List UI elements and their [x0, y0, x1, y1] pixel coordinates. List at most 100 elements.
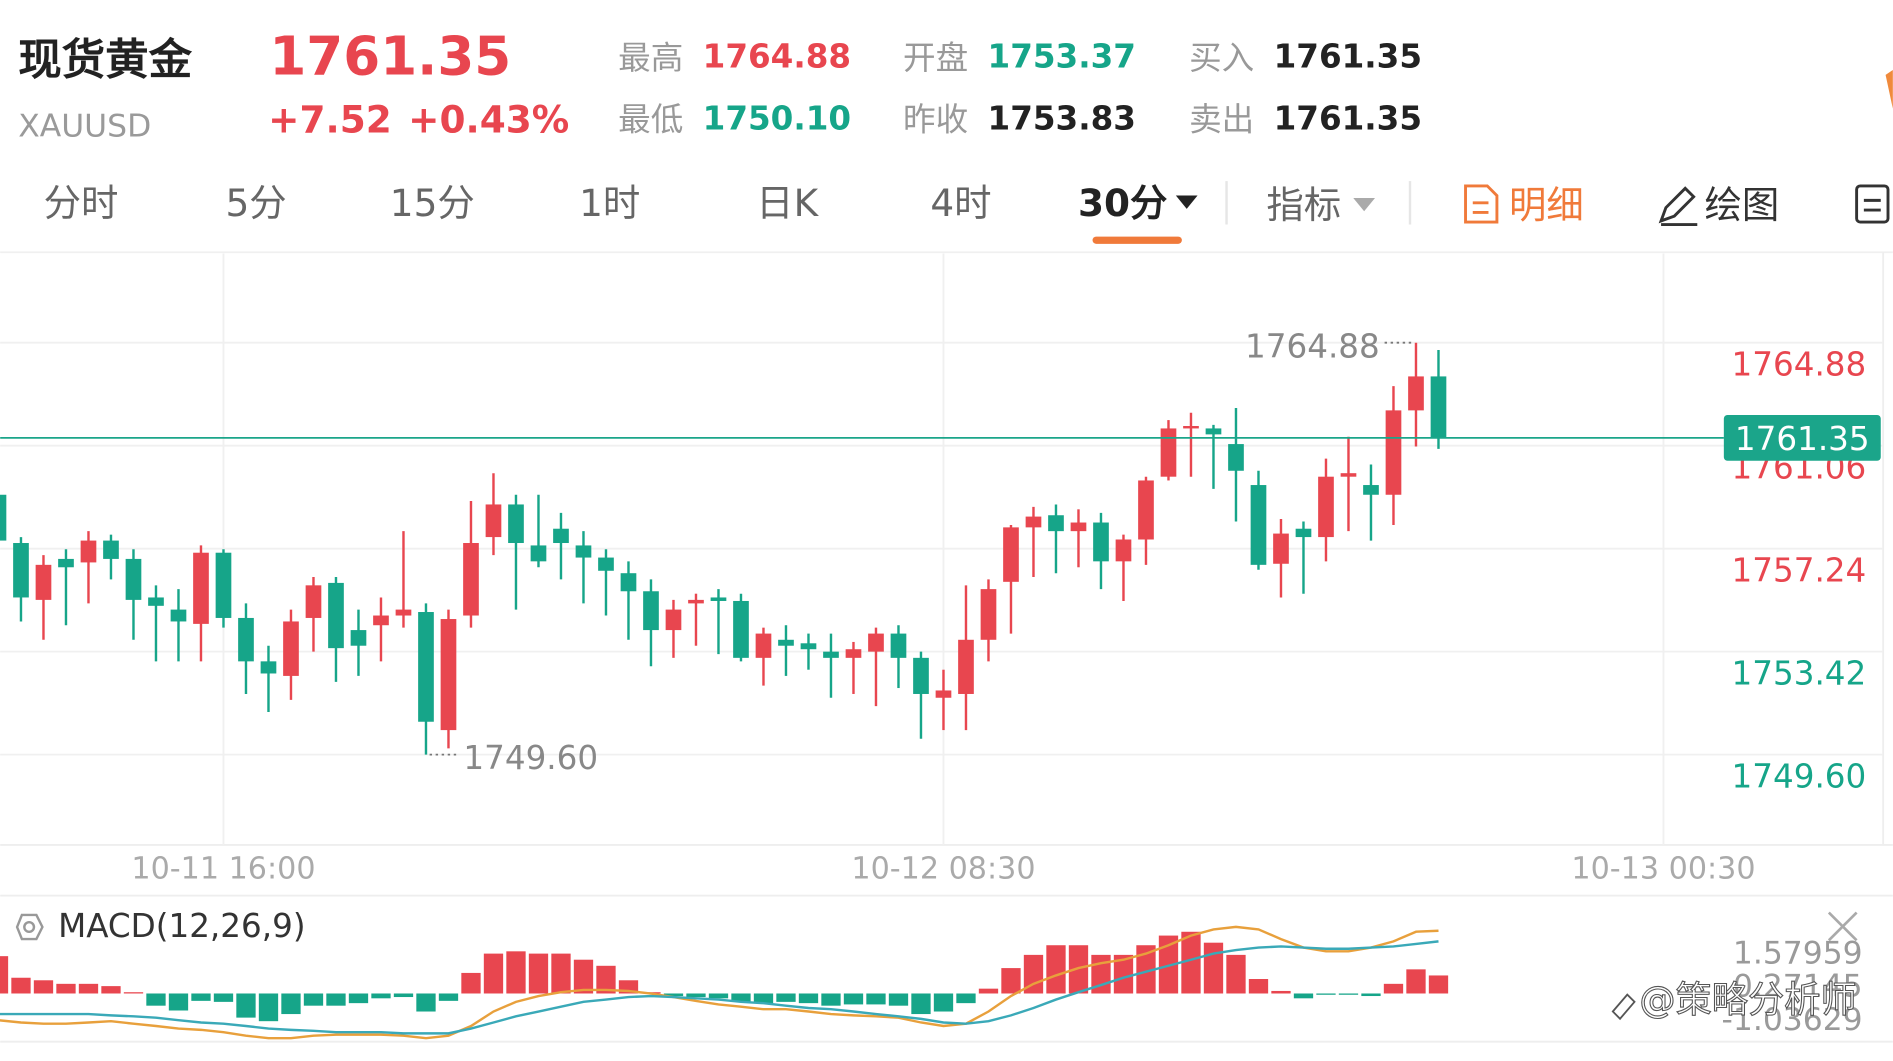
candle-body [845, 649, 862, 658]
candle-body [643, 591, 659, 631]
instrument-code: XAUUSD [18, 109, 151, 145]
candle-body [553, 528, 569, 544]
change: +7.52 [268, 97, 392, 141]
tab[interactable]: 4时 [930, 181, 991, 225]
macd-bar [978, 988, 999, 994]
y-tick-label: 0.27145 [1733, 969, 1863, 1005]
candle-body [170, 609, 187, 622]
stat-label: 昨收 [903, 100, 968, 138]
macd-bar [1338, 993, 1359, 995]
macd-bar [821, 993, 841, 1006]
candle-body [418, 612, 434, 722]
macd-bar [1271, 990, 1291, 994]
corner-badge [1885, 70, 1893, 109]
candle-body [620, 573, 637, 592]
candle-body [13, 543, 29, 598]
candle-body [1070, 522, 1087, 532]
macd-bar [1001, 968, 1021, 994]
candle-body [1205, 428, 1222, 435]
candle-body [440, 619, 457, 731]
tab[interactable]: 日K [756, 181, 819, 225]
macd-bar [1428, 975, 1449, 994]
settings-icon[interactable] [15, 913, 44, 941]
candle-body [665, 609, 682, 631]
candle-body [710, 597, 727, 601]
candle-body [485, 504, 502, 538]
macd-bar [303, 993, 324, 1006]
candle-body [328, 582, 344, 649]
candle-body [980, 589, 997, 640]
candle-body [1295, 528, 1312, 538]
tab[interactable]: 1时 [579, 181, 640, 225]
candle-body [868, 633, 884, 652]
candle-body [305, 585, 322, 618]
candle-body [463, 543, 479, 616]
macd-bar [1068, 945, 1089, 994]
macd-bar [956, 993, 976, 1004]
stat-label: 开盘 [903, 39, 968, 77]
candle-body [1228, 444, 1244, 471]
macd-bar [56, 983, 76, 994]
candle-body [0, 494, 7, 541]
stat-label: 最高 [618, 39, 683, 77]
candle-body [530, 545, 547, 562]
macd-bar [348, 993, 369, 1004]
y-tick-label: 1753.42 [1732, 654, 1867, 692]
macd-bar [1361, 993, 1381, 997]
close-icon[interactable] [1827, 911, 1858, 942]
candle-body [1183, 426, 1199, 429]
dropdown-arrow [1353, 197, 1376, 212]
candle-body [575, 545, 592, 558]
stat-label: 买入 [1189, 39, 1254, 77]
tab[interactable]: 5分 [225, 181, 286, 225]
macd-bar [1293, 993, 1314, 999]
change-pct: +0.43% [408, 97, 569, 141]
y-tick-label: -1.03629 [1722, 1002, 1863, 1038]
macd-bar [483, 953, 504, 994]
candle-body [1115, 539, 1132, 562]
tab[interactable]: 绘图 [1705, 183, 1780, 227]
candle-body [238, 617, 254, 662]
macd-bar [393, 993, 414, 998]
draw-icon [1658, 186, 1698, 226]
candle-body [688, 599, 704, 604]
macd-bar [1383, 983, 1404, 994]
stat-label: 最低 [618, 100, 683, 138]
macd-bar [461, 972, 481, 994]
detail-icon [1464, 184, 1499, 224]
macd-bar [33, 980, 54, 994]
candle-body [1408, 376, 1424, 411]
tab[interactable]: 分时 [44, 181, 119, 225]
macd-bar [753, 993, 774, 1004]
last-price-box [1723, 414, 1881, 461]
stat-value: 1761.35 [1274, 38, 1422, 76]
menu-icon[interactable] [1855, 184, 1890, 224]
tab-active[interactable]: 30分 [1078, 181, 1167, 225]
macd-bar [686, 993, 706, 998]
macd-bar [1181, 931, 1201, 994]
macd-bar [663, 993, 684, 997]
candle-body [958, 639, 974, 694]
candle-body [913, 657, 929, 694]
candle-body [35, 564, 52, 600]
candle-body [103, 540, 119, 559]
macd-bar [1136, 945, 1156, 994]
macd-bar [1046, 945, 1066, 994]
candle-body [1363, 485, 1379, 495]
stat-value: 1764.88 [703, 38, 851, 76]
macd-bar [326, 993, 346, 1006]
stat-label: 卖出 [1189, 100, 1254, 138]
tab[interactable]: 指标 [1266, 183, 1341, 227]
macd-bar [798, 993, 819, 1004]
high-annotation: 1764.88 [1245, 327, 1380, 365]
candle-body [1250, 485, 1267, 565]
macd-bar [371, 993, 391, 999]
y-tick-label: 1749.60 [1732, 757, 1867, 795]
macd-bar [0, 956, 9, 994]
candle-body [1138, 480, 1154, 540]
tab[interactable]: 明细 [1509, 183, 1584, 227]
tab[interactable]: 15分 [390, 181, 475, 225]
macd-bar [1316, 993, 1336, 995]
candle-body [508, 504, 524, 544]
